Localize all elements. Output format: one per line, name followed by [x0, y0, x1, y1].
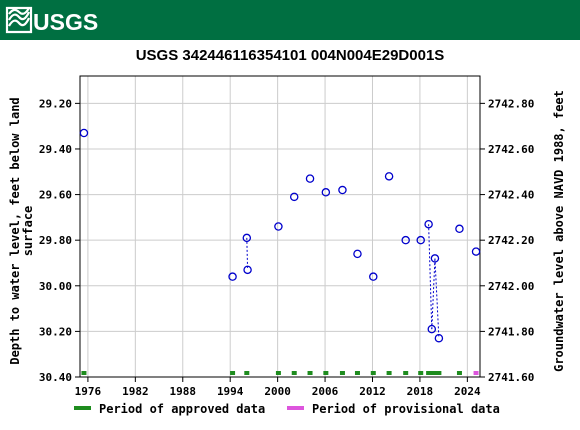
y-left-tick-label: 30.00 [39, 280, 72, 293]
y-right-tick-label: 2741.60 [488, 371, 534, 384]
approved-period-mark [307, 371, 313, 375]
data-point [427, 324, 437, 334]
usgs-header-bar [0, 0, 580, 40]
data-point [455, 224, 464, 234]
approved-period-mark [403, 371, 409, 375]
data-point [384, 172, 394, 181]
approved-period-mark [323, 371, 329, 375]
data-point [228, 272, 237, 281]
y-right-tick-label: 2741.80 [488, 325, 534, 338]
approved-period-mark [244, 371, 250, 375]
y-right-tick-label: 2742.80 [488, 97, 534, 110]
data-point [321, 188, 331, 197]
x-tick-label: 2012 [359, 385, 386, 398]
approved-period-mark [432, 371, 438, 375]
data-point [338, 185, 347, 195]
approved-period-mark [275, 371, 281, 375]
y-right-tick-label: 2742.40 [488, 189, 534, 202]
legend-approved-label: Period of approved data [99, 402, 265, 416]
y-axis-right-title: Groundwater level above NAVD 1988, feet [552, 90, 566, 372]
data-point [424, 219, 433, 229]
x-tick-label: 1982 [122, 385, 149, 398]
provisional-period-mark [473, 371, 479, 375]
y-axis-right: 2742.80 2742.60 2742.40 2742.20 2742.00 2741.… [480, 97, 534, 384]
approved-period-mark [456, 371, 462, 375]
x-tick-label: 1976 [75, 385, 102, 398]
data-point [79, 128, 89, 138]
y-left-tick-label: 29.20 [39, 97, 72, 110]
x-tick-label: 2018 [407, 385, 434, 398]
usgs-wave-icon [5, 6, 33, 34]
data-point [243, 265, 252, 275]
x-tick-label: 2000 [264, 385, 291, 398]
y-left-tick-label: 29.80 [39, 234, 72, 247]
y-left-tick-label: 29.60 [39, 189, 72, 202]
approved-period-mark [386, 371, 392, 375]
approved-period-mark [230, 371, 236, 375]
data-points [79, 128, 481, 343]
x-tick-label: 1988 [170, 385, 197, 398]
data-point [305, 174, 315, 183]
approved-period-mark [436, 371, 442, 375]
approved-period-mark [354, 371, 360, 375]
dotted-connector [246, 237, 249, 270]
data-point [416, 235, 425, 245]
period-marks [81, 371, 479, 375]
approved-period-mark [291, 371, 297, 375]
data-point [434, 333, 444, 343]
y-axis-left: 29.20 29.40 29.60 29.80 30.00 30.20 30.40 [39, 97, 80, 384]
y-right-tick-label: 2742.20 [488, 234, 534, 247]
x-tick-label: 1994 [217, 385, 244, 398]
approved-period-mark [81, 371, 87, 375]
x-tick-label: 2024 [454, 385, 481, 398]
data-point [289, 192, 299, 202]
data-point [274, 222, 283, 231]
y-right-tick-label: 2742.00 [488, 280, 534, 293]
data-point [242, 233, 252, 243]
dotted-connector [434, 258, 440, 339]
legend-provisional-label: Period of provisional data [312, 402, 500, 416]
y-left-tick-label: 29.40 [39, 143, 72, 156]
dotted-connector [431, 258, 436, 330]
approved-period-mark [370, 371, 376, 375]
data-point [471, 247, 481, 256]
legend-approved-swatch [74, 406, 91, 410]
usgs-logo: USGS [5, 6, 98, 35]
x-tick-label: 2006 [312, 385, 339, 398]
data-point [401, 235, 410, 245]
y-left-tick-label: 30.20 [39, 325, 72, 338]
y-axis-left-title-line2: surface [21, 206, 35, 257]
y-right-tick-label: 2742.60 [488, 143, 534, 156]
approved-period-mark [426, 371, 432, 375]
chart-title: USGS 342446116354101 004N004E29D001S [136, 47, 445, 64]
data-point [353, 249, 362, 259]
plot-area-border [79, 75, 481, 378]
legend: Period of approved data Period of provis… [74, 402, 500, 416]
dotted-connectors [246, 224, 440, 339]
y-left-tick-label: 30.40 [39, 371, 72, 384]
approved-period-mark [429, 371, 435, 375]
data-point [430, 254, 440, 263]
dotted-connector [428, 224, 433, 330]
grid-lines [80, 76, 480, 378]
x-axis: 1976 1982 1988 1994 2000 2006 2012 2018 2024 [75, 377, 481, 398]
approved-period-mark [339, 371, 345, 375]
legend-provisional-swatch [287, 406, 304, 410]
y-axis-left-title-line1: Depth to water level, feet below land [8, 97, 22, 364]
data-point [369, 272, 378, 281]
approved-period-mark [418, 371, 424, 375]
usgs-logo-text: USGS [33, 9, 98, 35]
